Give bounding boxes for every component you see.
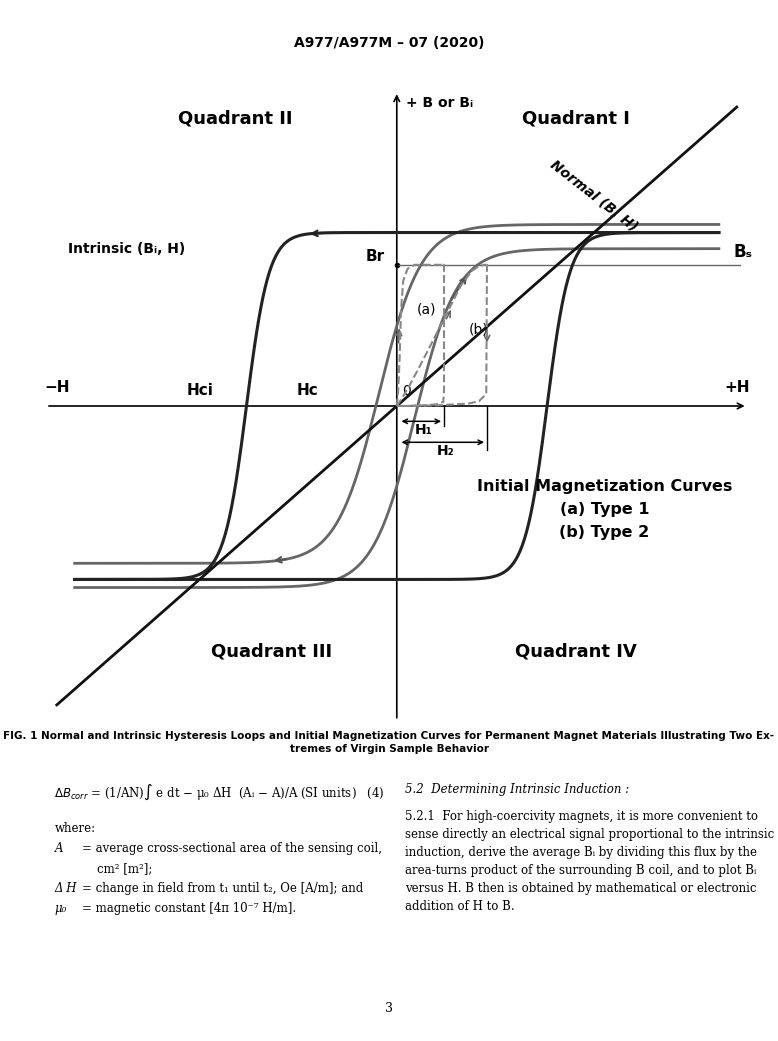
Text: Quadrant I: Quadrant I (522, 109, 629, 128)
Text: FIG. 1 Normal and Intrinsic Hysteresis Loops and Initial Magnetization Curves fo: FIG. 1 Normal and Intrinsic Hysteresis L… (3, 731, 775, 754)
Text: Normal (B, H): Normal (B, H) (547, 158, 640, 234)
Text: A977/A977M – 07 (2020): A977/A977M – 07 (2020) (294, 36, 484, 50)
Text: −H: −H (44, 380, 69, 395)
Text: A: A (54, 842, 63, 855)
Text: 5.2.1  For high-coercivity magnets, it is more convenient to
sense directly an e: 5.2.1 For high-coercivity magnets, it is… (405, 810, 774, 913)
Text: 0: 0 (402, 384, 411, 398)
Text: +H: +H (724, 380, 749, 395)
Text: cm² [m²];: cm² [m²]; (97, 862, 152, 874)
Text: H₂: H₂ (436, 445, 454, 458)
Text: 3: 3 (385, 1002, 393, 1015)
Text: μ₀: μ₀ (54, 902, 67, 914)
Text: Quadrant IV: Quadrant IV (515, 642, 636, 660)
Text: Br: Br (365, 249, 384, 263)
Text: Initial Magnetization Curves
(a) Type 1
(b) Type 2: Initial Magnetization Curves (a) Type 1 … (477, 479, 732, 540)
Text: = magnetic constant [4π 10⁻⁷ H/m].: = magnetic constant [4π 10⁻⁷ H/m]. (82, 902, 296, 914)
Text: + B or Bᵢ: + B or Bᵢ (406, 97, 473, 110)
Text: Hc: Hc (296, 383, 318, 398)
Text: = change in field from t₁ until t₂, Oe [A/m]; and: = change in field from t₁ until t₂, Oe [… (82, 882, 363, 894)
Text: Bₛ: Bₛ (733, 243, 752, 260)
Text: $\Delta B_{corr}$ = (1/AN)∫ e dt − μ₀ ΔH  (Aᵢ − A)/A (SI units)   (4): $\Delta B_{corr}$ = (1/AN)∫ e dt − μ₀ ΔH… (54, 783, 385, 803)
Text: Intrinsic (Bᵢ, H): Intrinsic (Bᵢ, H) (68, 242, 185, 256)
Text: Quadrant III: Quadrant III (211, 642, 332, 660)
Text: (a): (a) (416, 302, 436, 316)
Text: (b): (b) (468, 323, 488, 336)
Text: 5.2  Determining Intrinsic Induction :: 5.2 Determining Intrinsic Induction : (405, 783, 629, 795)
Text: = average cross-sectional area of the sensing coil,: = average cross-sectional area of the se… (82, 842, 382, 855)
Text: Quadrant II: Quadrant II (178, 109, 293, 128)
Text: Δ H: Δ H (54, 882, 77, 894)
Text: H₁: H₁ (415, 424, 433, 437)
Text: Hci: Hci (187, 383, 213, 398)
Text: where:: where: (54, 822, 96, 835)
